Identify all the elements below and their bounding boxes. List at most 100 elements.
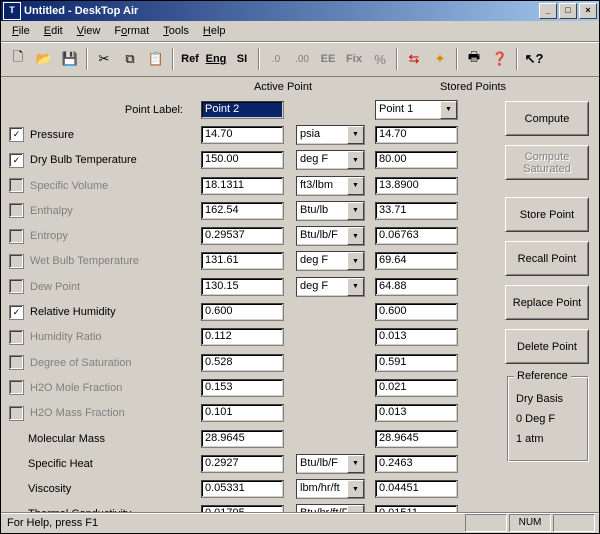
chevron-down-icon[interactable]: ▼ [347, 227, 364, 245]
checkbox-h2o-mole[interactable] [9, 380, 24, 395]
active-input-spec-heat[interactable]: 0.2927 [201, 455, 284, 473]
menu-edit[interactable]: Edit [37, 23, 70, 39]
checkbox-dew-point[interactable] [9, 279, 24, 294]
chevron-down-icon[interactable]: ▼ [347, 126, 364, 144]
chevron-down-icon[interactable]: ▼ [347, 252, 364, 270]
help-topics-icon[interactable]: ❓ [488, 47, 512, 71]
checkbox-humidity-ratio[interactable] [9, 330, 24, 345]
store-point-button[interactable]: Store Point [505, 197, 589, 232]
stored-input-h2o-mass[interactable]: 0.013 [375, 404, 458, 422]
unit-combo-spec-heat[interactable]: Btu/lb/F▼ [296, 454, 365, 474]
unit-combo-dry-bulb[interactable]: deg F▼ [296, 150, 365, 170]
active-input-point-label[interactable]: Point 2 [201, 101, 284, 119]
copy-icon[interactable]: ⧉ [118, 47, 142, 71]
tool2-icon[interactable]: ✦ [428, 47, 452, 71]
chevron-down-icon[interactable]: ▼ [347, 202, 364, 220]
active-input-thermal-cond[interactable]: 0.01795 [201, 505, 284, 512]
active-input-deg-saturation[interactable]: 0.528 [201, 354, 284, 372]
active-input-mol-mass[interactable]: 28.9645 [201, 430, 284, 448]
active-input-dew-point[interactable]: 130.15 [201, 278, 284, 296]
chevron-down-icon[interactable]: ▼ [347, 480, 364, 498]
active-input-h2o-mole[interactable]: 0.153 [201, 379, 284, 397]
active-input-wet-bulb[interactable]: 131.61 [201, 252, 284, 270]
chevron-down-icon[interactable]: ▼ [440, 101, 457, 119]
stored-input-h2o-mole[interactable]: 0.021 [375, 379, 458, 397]
chevron-down-icon[interactable]: ▼ [347, 278, 364, 296]
print-icon[interactable]: 🖶 [462, 47, 486, 71]
dec-dec-icon[interactable]: .00 [290, 47, 314, 71]
active-input-pressure[interactable]: 14.70 [201, 126, 284, 144]
active-input-dry-bulb[interactable]: 150.00 [201, 151, 284, 169]
checkbox-enthalpy[interactable] [9, 203, 24, 218]
ref-button[interactable]: Ref [178, 47, 202, 71]
unit-combo-entropy[interactable]: Btu/lb/F▼ [296, 226, 365, 246]
chevron-down-icon[interactable]: ▼ [347, 151, 364, 169]
stored-input-wet-bulb[interactable]: 69.64 [375, 252, 458, 270]
unit-combo-wet-bulb[interactable]: deg F▼ [296, 251, 365, 271]
chevron-down-icon[interactable]: ▼ [347, 177, 364, 195]
checkbox-entropy[interactable] [9, 229, 24, 244]
stored-input-dry-bulb[interactable]: 80.00 [375, 151, 458, 169]
stored-input-dew-point[interactable]: 64.88 [375, 278, 458, 296]
menu-format[interactable]: Format [107, 23, 156, 39]
save-icon[interactable]: 💾 [58, 47, 82, 71]
checkbox-h2o-mass[interactable] [9, 406, 24, 421]
checkbox-dry-bulb[interactable]: ✓ [9, 153, 24, 168]
close-button[interactable]: × [579, 3, 597, 19]
menu-tools[interactable]: Tools [156, 23, 196, 39]
stored-input-pressure[interactable]: 14.70 [375, 126, 458, 144]
compute-saturated-button[interactable]: Compute Saturated [505, 145, 589, 180]
stored-input-mol-mass[interactable]: 28.9645 [375, 430, 458, 448]
checkbox-pressure[interactable]: ✓ [9, 127, 24, 142]
fix-button[interactable]: Fix [342, 47, 366, 71]
compute-button[interactable]: Compute [505, 101, 589, 136]
unit-combo-viscosity[interactable]: lbm/hr/ft▼ [296, 479, 365, 499]
unit-combo-thermal-cond[interactable]: Btu/hr/ft/F▼ [296, 504, 365, 512]
chevron-down-icon[interactable]: ▼ [347, 455, 364, 473]
unit-combo-enthalpy[interactable]: Btu/lb▼ [296, 201, 365, 221]
new-icon[interactable]: 🗋 [6, 47, 30, 71]
chevron-down-icon[interactable]: ▼ [347, 505, 364, 512]
recall-point-button[interactable]: Recall Point [505, 241, 589, 276]
ee-button[interactable]: EE [316, 47, 340, 71]
paste-icon[interactable]: 📋 [144, 47, 168, 71]
active-input-viscosity[interactable]: 0.05331 [201, 480, 284, 498]
dec-inc-icon[interactable]: .0 [264, 47, 288, 71]
minimize-button[interactable]: _ [539, 3, 557, 19]
delete-point-button[interactable]: Delete Point [505, 329, 589, 364]
active-input-entropy[interactable]: 0.29537 [201, 227, 284, 245]
menu-help[interactable]: Help [196, 23, 233, 39]
stored-input-viscosity[interactable]: 0.04451 [375, 480, 458, 498]
checkbox-rel-humidity[interactable]: ✓ [9, 305, 24, 320]
stored-input-humidity-ratio[interactable]: 0.013 [375, 328, 458, 346]
stored-input-thermal-cond[interactable]: 0.01511 [375, 505, 458, 512]
stored-input-enthalpy[interactable]: 33.71 [375, 202, 458, 220]
percent-icon[interactable]: % [368, 47, 392, 71]
active-input-humidity-ratio[interactable]: 0.112 [201, 328, 284, 346]
checkbox-wet-bulb[interactable] [9, 254, 24, 269]
stored-input-spec-heat[interactable]: 0.2463 [375, 455, 458, 473]
active-input-rel-humidity[interactable]: 0.600 [201, 303, 284, 321]
eng-button[interactable]: Eng [204, 47, 228, 71]
context-help-icon[interactable]: ↖? [522, 47, 546, 71]
open-icon[interactable]: 📂 [32, 47, 56, 71]
active-input-h2o-mass[interactable]: 0.101 [201, 404, 284, 422]
menu-file[interactable]: File [5, 23, 37, 39]
si-button[interactable]: SI [230, 47, 254, 71]
active-input-specific-volume[interactable]: 18.1311 [201, 177, 284, 195]
menu-view[interactable]: View [70, 23, 108, 39]
stored-input-specific-volume[interactable]: 13.8900 [375, 177, 458, 195]
replace-point-button[interactable]: Replace Point [505, 285, 589, 320]
active-input-enthalpy[interactable]: 162.54 [201, 202, 284, 220]
checkbox-deg-saturation[interactable] [9, 355, 24, 370]
stored-point-combo[interactable]: Point 1▼ [375, 100, 458, 120]
checkbox-specific-volume[interactable] [9, 178, 24, 193]
unit-combo-pressure[interactable]: psia▼ [296, 125, 365, 145]
stored-input-entropy[interactable]: 0.06763 [375, 227, 458, 245]
maximize-button[interactable]: □ [559, 3, 577, 19]
cut-icon[interactable]: ✂ [92, 47, 116, 71]
unit-combo-specific-volume[interactable]: ft3/lbm▼ [296, 176, 365, 196]
tool1-icon[interactable]: ⇆ [402, 47, 426, 71]
stored-input-deg-saturation[interactable]: 0.591 [375, 354, 458, 372]
unit-combo-dew-point[interactable]: deg F▼ [296, 277, 365, 297]
